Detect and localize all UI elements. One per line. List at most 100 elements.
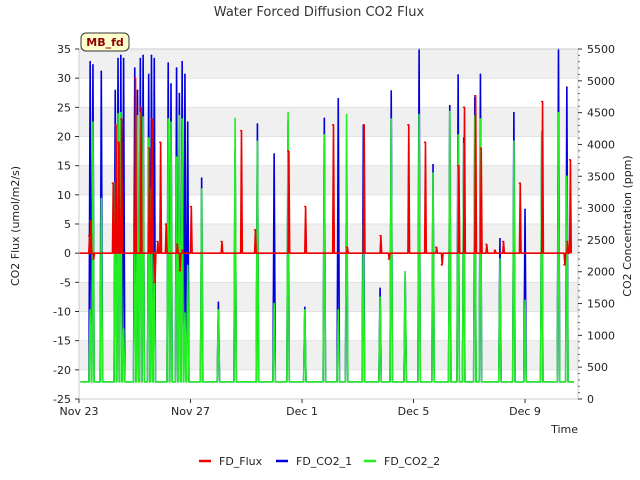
data-point-fd-flux: [479, 147, 482, 149]
data-point-fd-flux: [186, 252, 189, 254]
y-right-tick-label: 3000: [587, 202, 615, 215]
y-right-tick-label: 1000: [587, 329, 615, 342]
data-point-fd-flux: [284, 252, 287, 254]
data-point-fd-co2-2: [178, 115, 181, 117]
data-point-fd-flux: [331, 124, 334, 126]
data-point-fd-flux: [510, 252, 512, 254]
series-line-fd-flux: [79, 77, 573, 284]
data-point-fd-co2-1: [89, 60, 91, 63]
data-point-fd-flux: [462, 106, 465, 109]
y-right-tick-label: 4500: [587, 107, 615, 120]
data-point-fd-flux: [161, 252, 164, 254]
data-point-fd-flux: [440, 264, 443, 266]
y-right-tick-label: 500: [587, 361, 608, 374]
y-axis-left-label: CO2 Flux (umol/m2/s): [9, 166, 22, 286]
data-point-fd-flux: [435, 246, 437, 249]
data-point-fd-flux: [552, 252, 554, 254]
data-point-fd-flux: [253, 229, 256, 231]
y-right-tick-label: 0: [587, 393, 594, 406]
data-point-fd-co2-1: [566, 86, 568, 88]
data-point-fd-co2-2: [136, 115, 139, 117]
data-point-fd-flux: [345, 246, 348, 249]
grid-band: [79, 165, 578, 195]
series-line-fd-co2-2: [80, 110, 574, 383]
grid-band: [79, 282, 578, 312]
y-left-tick-label: 30: [57, 72, 71, 85]
data-point-fd-co2-1: [114, 89, 117, 92]
data-point-fd-flux: [147, 147, 150, 149]
x-axis-ticks: Nov 23 Nov 27 Dec 1 Dec 5 Dec 9: [60, 399, 541, 418]
data-point-fd-co2-2: [479, 118, 482, 120]
data-point-fd-co2-2: [304, 309, 306, 311]
data-point-fd-co2-1: [142, 54, 144, 57]
data-point-fd-flux: [159, 141, 161, 144]
data-point-fd-co2-1: [92, 64, 94, 66]
data-point-fd-flux: [117, 141, 119, 144]
series-group: [78, 48, 574, 383]
data-point-fd-co2-1: [117, 57, 119, 60]
data-point-fd-co2-1: [217, 301, 220, 304]
data-point-fd-flux: [200, 252, 203, 254]
data-point-fd-flux: [323, 252, 326, 254]
data-point-fd-flux: [518, 182, 521, 184]
data-point-fd-co2-1: [136, 89, 139, 92]
y-right-tick-label: 3500: [587, 170, 615, 183]
data-point-fd-flux: [354, 252, 356, 254]
data-point-fd-flux: [139, 106, 142, 109]
y-right-tick-label: 4000: [587, 138, 615, 151]
data-point-fd-flux: [164, 223, 167, 225]
data-point-fd-flux: [189, 205, 192, 208]
data-point-fd-co2-2: [217, 309, 220, 311]
data-point-fd-co2-2: [499, 258, 501, 260]
data-point-fd-flux: [248, 252, 250, 254]
data-point-fd-co2-1: [153, 57, 156, 60]
legend: FD_Flux FD_CO2_1 FD_CO2_2: [199, 455, 440, 468]
data-point-fd-flux: [145, 252, 147, 254]
data-point-fd-co2-1: [122, 57, 125, 60]
data-point-fd-flux: [170, 252, 172, 254]
y-right-tick-label: 2500: [587, 234, 615, 247]
data-point-fd-flux: [156, 240, 158, 243]
data-point-fd-co2-1: [170, 83, 172, 85]
data-point-fd-co2-1: [167, 62, 170, 64]
data-point-fd-co2-2: [337, 309, 340, 311]
data-point-fd-flux: [150, 118, 153, 120]
data-point-fd-flux: [395, 252, 398, 254]
data-point-fd-flux: [423, 141, 426, 144]
data-point-fd-flux: [128, 252, 130, 254]
data-point-fd-flux: [457, 164, 459, 167]
data-point-fd-co2-2: [147, 137, 150, 139]
data-point-fd-co2-1: [184, 73, 186, 76]
data-point-fd-flux: [111, 182, 114, 184]
x-tick-label: Nov 23: [60, 405, 99, 418]
data-point-fd-flux: [568, 159, 571, 161]
data-point-fd-flux: [276, 252, 278, 254]
y-left-tick-label: -10: [53, 306, 71, 319]
y-right-tick-label: 5500: [587, 43, 615, 56]
y-left-tick-label: -25: [53, 393, 71, 406]
data-point-fd-co2-2: [418, 113, 420, 116]
data-point-fd-flux: [153, 281, 156, 284]
data-point-fd-co2-1: [457, 74, 459, 76]
data-point-fd-flux: [87, 234, 90, 237]
data-point-fd-co2-2: [287, 111, 289, 114]
data-point-fd-co2-2: [170, 121, 172, 123]
data-point-fd-co2-1: [323, 117, 326, 120]
data-point-fd-flux: [175, 243, 178, 246]
x-tick-label: Dec 5: [398, 405, 430, 418]
data-point-fd-co2-2: [404, 270, 406, 273]
grid-band: [79, 340, 578, 370]
data-point-fd-co2-2: [432, 172, 434, 174]
data-point-fd-flux: [108, 252, 111, 254]
data-point-fd-flux: [133, 77, 136, 79]
data-point-fd-co2-1: [524, 208, 526, 211]
data-point-fd-flux: [532, 252, 535, 254]
y-right-tick-label: 2000: [587, 266, 615, 279]
y-left-tick-label: 0: [64, 247, 71, 260]
data-point-fd-flux: [220, 240, 222, 243]
data-point-fd-co2-2: [120, 111, 122, 114]
x-tick-label: Dec 9: [509, 405, 541, 418]
data-point-fd-flux: [304, 205, 306, 208]
data-point-fd-flux: [501, 240, 504, 243]
data-point-fd-flux: [493, 249, 496, 252]
